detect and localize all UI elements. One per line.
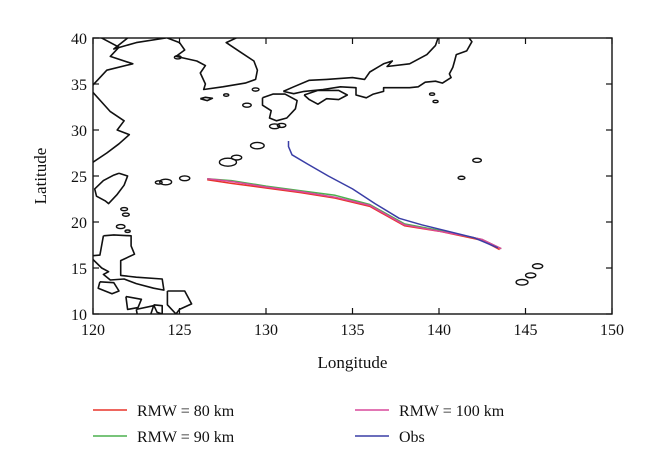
- islet: [124, 229, 131, 234]
- islet: [251, 87, 260, 92]
- track-line-4: [287, 141, 499, 249]
- islet: [457, 175, 466, 181]
- legend-label: RMW = 90 km: [137, 429, 235, 446]
- x-tick-label: 150: [600, 322, 624, 339]
- islet: [428, 92, 436, 97]
- coastline: [303, 89, 349, 105]
- islet: [268, 123, 281, 130]
- y-tick-label: 25: [71, 169, 87, 186]
- y-tick-label: 10: [71, 307, 87, 324]
- legend-label: RMW = 100 km: [399, 403, 505, 420]
- islet: [242, 102, 252, 108]
- x-tick-label: 140: [427, 322, 451, 339]
- coastline: [93, 234, 165, 291]
- coastline: [167, 38, 259, 91]
- coastline: [261, 93, 298, 122]
- coastlines: [93, 0, 544, 314]
- x-tick-label: 120: [81, 322, 105, 339]
- islet: [154, 180, 163, 185]
- track-line-1: [207, 178, 500, 251]
- islet: [276, 122, 287, 129]
- coastline: [125, 295, 143, 311]
- y-tick-label: 30: [71, 123, 87, 140]
- islet: [472, 157, 483, 164]
- legend-label: RMW = 80 km: [137, 403, 235, 420]
- x-tick-label: 145: [514, 322, 538, 339]
- coastline: [113, 38, 166, 50]
- legend-label: Obs: [399, 429, 425, 446]
- axis-ticks: 120 125 130 135 140 145 150 10 15 20 25 30 35 40: [71, 31, 624, 339]
- islet: [159, 178, 173, 186]
- coastline: [282, 38, 473, 99]
- x-tick-label: 125: [168, 322, 192, 339]
- islet: [249, 141, 265, 150]
- islet: [524, 272, 537, 279]
- track-lines: [207, 141, 502, 251]
- islet: [121, 212, 130, 217]
- legend: RMW = 80 km RMW = 90 km RMW = 100 km Obs: [93, 403, 505, 446]
- coastline: [152, 304, 163, 314]
- y-tick-label: 40: [71, 31, 87, 48]
- islet: [230, 154, 243, 161]
- islet: [115, 223, 126, 230]
- islet: [515, 278, 529, 286]
- x-axis-label: Longitude: [318, 353, 388, 372]
- coastline: [93, 172, 129, 205]
- islet: [178, 175, 191, 182]
- islet: [218, 157, 238, 167]
- coastline: [97, 281, 120, 295]
- y-tick-label: 15: [71, 261, 87, 278]
- y-tick-label: 20: [71, 215, 87, 232]
- coastline: [200, 96, 214, 102]
- islet: [531, 263, 544, 270]
- islet: [173, 55, 182, 60]
- islet: [432, 99, 439, 104]
- x-tick-label: 135: [341, 322, 365, 339]
- coastline: [135, 304, 155, 314]
- y-axis-label: Latitude: [31, 148, 50, 205]
- islet: [120, 206, 129, 212]
- y-tick-label: 35: [71, 77, 87, 94]
- x-tick-label: 130: [254, 322, 278, 339]
- coastline: [437, 0, 534, 24]
- islet: [222, 93, 230, 97]
- plot-frame: [92, 37, 613, 315]
